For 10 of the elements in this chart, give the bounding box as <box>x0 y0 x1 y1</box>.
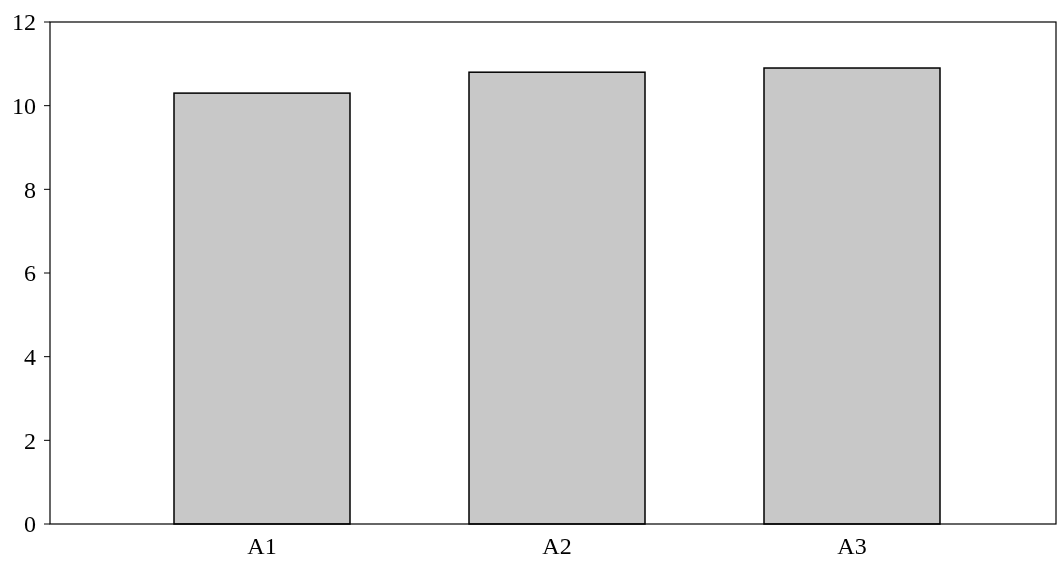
x-tick-label: A2 <box>542 533 572 559</box>
x-tick-label: A1 <box>247 533 277 559</box>
y-tick-label: 10 <box>12 93 36 120</box>
x-tick-label: A3 <box>837 533 867 559</box>
y-tick-label: 4 <box>24 344 36 371</box>
y-tick-label: 6 <box>24 260 36 287</box>
y-tick-label: 12 <box>12 9 36 36</box>
y-tick-label: 0 <box>24 511 36 538</box>
y-tick-label: 2 <box>24 427 36 454</box>
y-tick-label: 8 <box>24 176 36 203</box>
